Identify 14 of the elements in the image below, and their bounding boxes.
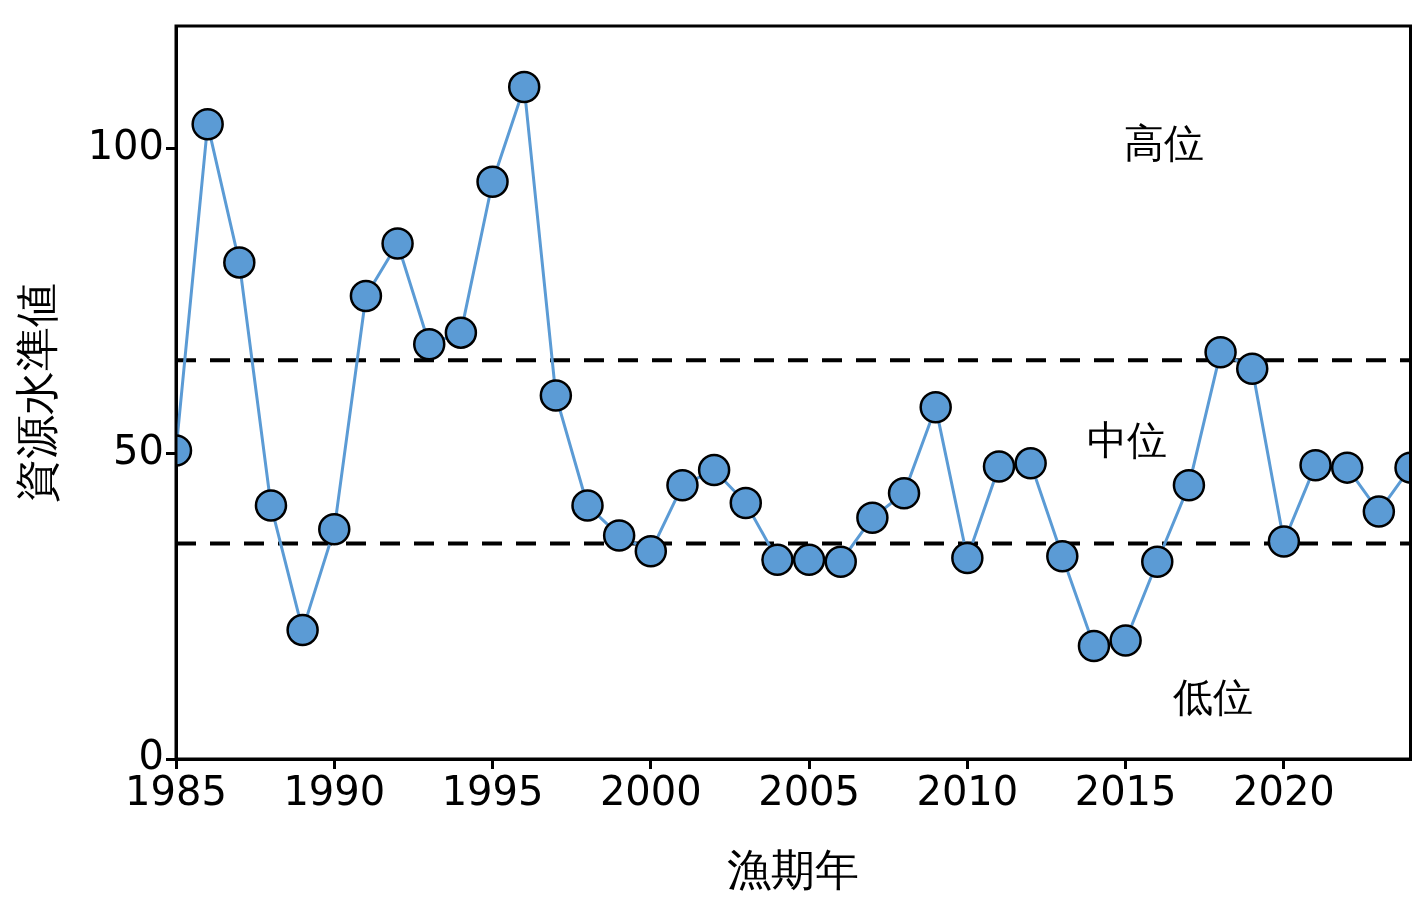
y-axis-title: 資源水準値 — [10, 282, 62, 503]
x-axis-title: 漁期年 — [727, 844, 860, 896]
y-tick-label: 50 — [113, 426, 164, 473]
x-tick-label: 2015 — [1074, 768, 1177, 815]
x-tick-label: 1990 — [283, 768, 386, 815]
annotation: 中位 — [1086, 417, 1167, 464]
x-tick-label: 2010 — [916, 768, 1019, 815]
annotation: 高位 — [1123, 120, 1204, 167]
annotation: 低位 — [1172, 673, 1253, 720]
x-tick-label: 2005 — [758, 768, 860, 815]
x-tick-label: 1995 — [441, 768, 544, 815]
x-tick-label: 2020 — [1232, 768, 1335, 815]
y-tick-label: 100 — [87, 121, 164, 168]
x-tick-label: 2000 — [599, 768, 702, 815]
